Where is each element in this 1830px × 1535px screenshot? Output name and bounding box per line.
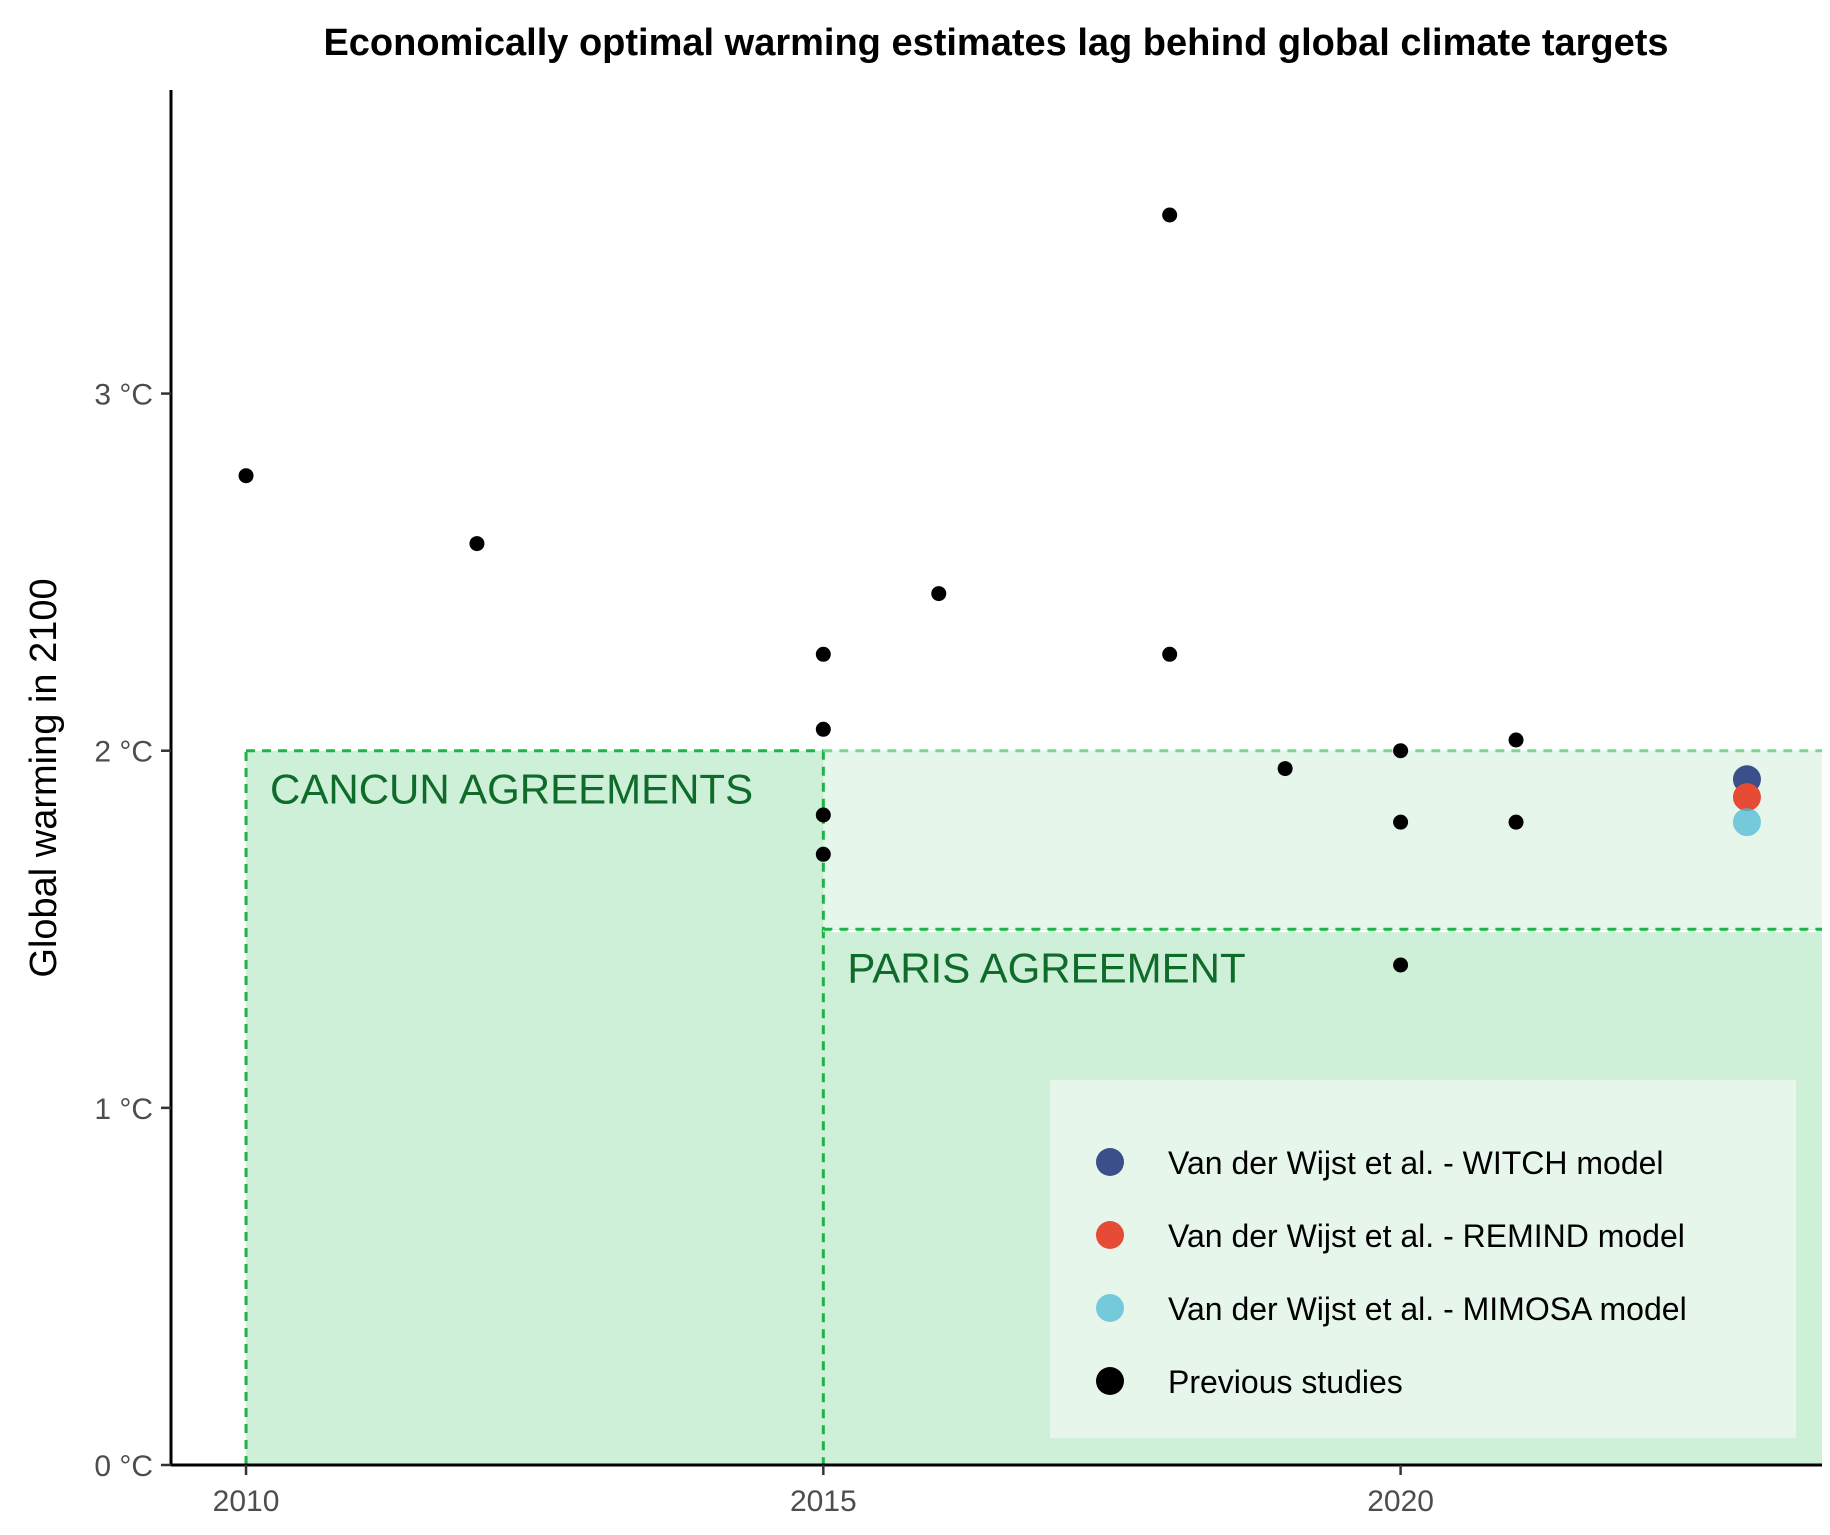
- data-point-series-0-2: [815, 646, 831, 662]
- legend-key-3: [1096, 1367, 1124, 1395]
- legend-label-0: Van der Wijst et al. - WITCH model: [1168, 1145, 1664, 1181]
- legend-key-2: [1096, 1294, 1124, 1322]
- data-point-series-0-5: [815, 846, 831, 862]
- x-tick-label-0: 2010: [213, 1485, 280, 1518]
- legend-background: [1050, 1080, 1796, 1438]
- data-point-series-0-7: [1162, 207, 1178, 223]
- legend-label-3: Previous studies: [1168, 1364, 1403, 1400]
- data-point-series-0-8: [1162, 646, 1178, 662]
- axes: 0 °C 1 °C 2 °C 3 °C 2010 2015 2020: [94, 90, 1822, 1518]
- data-point-series-0-9: [1277, 761, 1293, 777]
- region-label-paris: PARIS AGREEMENT: [847, 944, 1245, 991]
- y-tick-label-2: 2 °C: [94, 736, 153, 769]
- legend-key-0: [1096, 1148, 1124, 1176]
- legend: Van der Wijst et al. - WITCH model Van de…: [1050, 1080, 1796, 1438]
- data-point-series-0-11: [1393, 814, 1409, 830]
- data-point-series-0-13: [1508, 732, 1524, 748]
- chart-title: Economically optimal warming estimates l…: [323, 22, 1668, 64]
- data-point-series-0-3: [815, 721, 831, 737]
- y-axis-title: Global warming in 2100: [23, 578, 65, 977]
- y-tick-label-0: 0 °C: [94, 1450, 153, 1483]
- data-point-series-0-10: [1393, 743, 1409, 759]
- points-layer: [238, 207, 1761, 973]
- data-point-series-0-0: [238, 468, 254, 484]
- data-point-series-2-0: [1732, 783, 1761, 812]
- legend-label-1: Van der Wijst et al. - REMIND model: [1168, 1218, 1685, 1254]
- y-tick-label-3: 3 °C: [94, 379, 153, 412]
- data-point-series-0-12: [1393, 957, 1409, 973]
- data-point-series-0-6: [931, 586, 947, 602]
- x-tick-label-1: 2015: [790, 1485, 857, 1518]
- region-label-cancun: CANCUN AGREEMENTS: [270, 766, 753, 813]
- data-point-series-0-4: [815, 807, 831, 823]
- data-point-series-0-1: [469, 536, 485, 552]
- legend-label-2: Van der Wijst et al. - MIMOSA model: [1168, 1291, 1687, 1327]
- data-point-series-3-0: [1732, 808, 1761, 837]
- plot-area: CANCUN AGREEMENTS PARIS AGREEMENT Van der…: [94, 90, 1822, 1518]
- x-tick-label-2: 2020: [1367, 1485, 1434, 1518]
- y-tick-label-1: 1 °C: [94, 1093, 153, 1126]
- region-cancun: [246, 750, 824, 1465]
- legend-key-1: [1096, 1221, 1124, 1249]
- data-point-series-0-14: [1508, 814, 1524, 830]
